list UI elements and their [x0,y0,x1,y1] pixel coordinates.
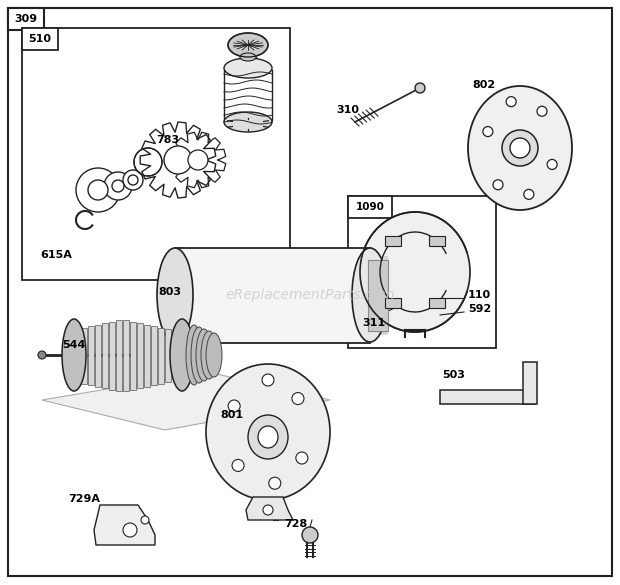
Ellipse shape [88,180,108,200]
Ellipse shape [104,172,132,200]
Ellipse shape [191,327,207,383]
Bar [175,248,370,343]
Ellipse shape [224,112,272,132]
Bar [74,329,80,381]
Ellipse shape [112,180,124,192]
Bar [81,328,87,384]
Ellipse shape [352,248,388,342]
Ellipse shape [360,212,470,332]
Circle shape [123,523,137,537]
Circle shape [524,190,534,199]
Text: 309: 309 [14,14,38,24]
Ellipse shape [292,393,304,405]
Polygon shape [140,122,216,198]
Bar [137,323,143,387]
Text: 503: 503 [442,370,465,380]
Polygon shape [42,372,330,430]
Bar [360,256,388,335]
Bar [384,236,401,246]
Text: 110: 110 [468,290,491,300]
Ellipse shape [248,415,288,459]
Ellipse shape [201,331,217,379]
Text: 803: 803 [158,287,181,297]
Ellipse shape [76,168,120,212]
Text: 729A: 729A [68,494,100,504]
Ellipse shape [232,459,244,472]
Bar [430,236,446,246]
Circle shape [537,106,547,116]
Text: 544: 544 [62,340,86,350]
Bar [109,322,115,390]
Polygon shape [94,505,155,545]
Text: 1090: 1090 [355,202,384,212]
Ellipse shape [206,333,222,377]
Bar [348,196,392,218]
Ellipse shape [62,319,86,391]
Ellipse shape [296,452,308,464]
Ellipse shape [228,33,268,57]
Circle shape [547,160,557,170]
Text: 615A: 615A [40,250,72,260]
Bar [384,298,401,308]
Bar [523,362,537,404]
Text: 311: 311 [362,318,385,328]
Bar [102,323,108,387]
Text: 783: 783 [156,135,179,145]
Circle shape [188,150,208,170]
Ellipse shape [224,58,272,78]
Ellipse shape [240,53,256,61]
Bar [158,328,164,384]
Circle shape [302,527,318,543]
Bar [95,325,101,387]
Ellipse shape [196,329,212,381]
Circle shape [506,97,516,106]
Ellipse shape [186,325,202,385]
Ellipse shape [502,130,538,166]
Bar [144,325,150,387]
Text: 801: 801 [220,410,243,420]
Ellipse shape [170,319,194,391]
Circle shape [141,516,149,524]
Ellipse shape [262,374,274,386]
Bar [88,326,94,384]
Bar [165,329,171,381]
Polygon shape [170,132,226,188]
Circle shape [263,505,273,515]
Circle shape [164,146,192,174]
Polygon shape [246,497,293,520]
Bar [368,260,388,331]
Bar [151,326,157,384]
Bar [440,390,535,404]
Circle shape [483,126,493,136]
Bar [348,196,496,348]
Circle shape [493,180,503,190]
Bar [430,298,446,308]
Text: 728: 728 [284,519,308,529]
Bar [130,322,136,390]
Ellipse shape [206,364,330,500]
Bar [22,28,290,280]
Ellipse shape [510,138,530,158]
Ellipse shape [269,477,281,489]
Bar [123,320,129,391]
Bar [8,8,44,30]
Text: 592: 592 [468,304,491,314]
Bar [22,28,58,50]
Ellipse shape [157,248,193,342]
Ellipse shape [258,426,278,448]
Text: 802: 802 [472,80,495,90]
Text: eReplacementParts.com: eReplacementParts.com [225,288,395,302]
Circle shape [38,351,46,359]
Ellipse shape [228,400,240,412]
Ellipse shape [468,86,572,210]
Bar [116,320,122,391]
Text: 310: 310 [336,105,359,115]
Ellipse shape [123,170,143,190]
Ellipse shape [128,175,138,185]
Circle shape [415,83,425,93]
Text: 510: 510 [29,34,51,44]
